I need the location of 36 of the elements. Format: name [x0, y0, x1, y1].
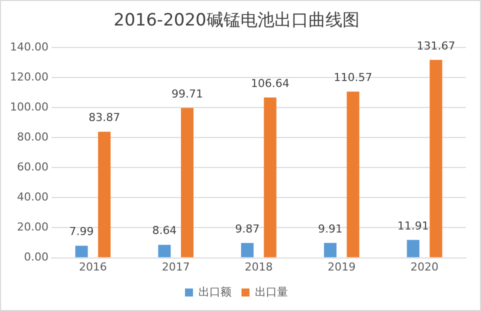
- y-tick-label: 80.00: [16, 130, 48, 144]
- x-tick-label: 2019: [328, 260, 356, 274]
- data-label: 7.99: [69, 225, 94, 238]
- bar: [241, 242, 254, 258]
- data-label: 110.57: [334, 70, 372, 84]
- y-tick-label: 100.00: [10, 100, 48, 114]
- data-label: 9.87: [235, 222, 260, 236]
- legend-label: 出口量: [255, 285, 288, 298]
- data-label: 106.64: [250, 76, 290, 90]
- y-tick-label: 20.00: [16, 220, 48, 234]
- bar: [406, 240, 420, 258]
- legend-label: 出口额: [198, 285, 232, 298]
- y-tick-label: 0.00: [24, 250, 48, 264]
- y-tick-label: 60.00: [16, 160, 48, 174]
- bar: [430, 60, 442, 258]
- x-tick-label: 2020: [410, 260, 439, 274]
- bar: [158, 244, 171, 258]
- chart-title: 2016-2020碱锰电池出口曲线图: [114, 10, 360, 31]
- x-tick-label: 2017: [162, 260, 190, 274]
- x-tick-label: 2018: [244, 260, 273, 274]
- bar: [324, 242, 337, 258]
- y-tick-label: 120.00: [10, 70, 48, 84]
- bar: [180, 108, 194, 258]
- bar: [264, 98, 276, 258]
- data-label: 9.91: [318, 222, 342, 236]
- x-tick-label: 2016: [78, 260, 107, 274]
- data-label: 99.71: [171, 87, 203, 100]
- bar: [346, 92, 360, 258]
- bar: [75, 246, 88, 258]
- data-label: 8.64: [152, 224, 177, 238]
- data-label: 131.67: [416, 39, 456, 52]
- data-label: 83.87: [88, 111, 120, 124]
- y-tick-label: 40.00: [16, 190, 48, 204]
- y-tick-label: 140.00: [10, 40, 48, 54]
- bar: [98, 132, 111, 258]
- data-label: 11.91: [397, 219, 429, 232]
